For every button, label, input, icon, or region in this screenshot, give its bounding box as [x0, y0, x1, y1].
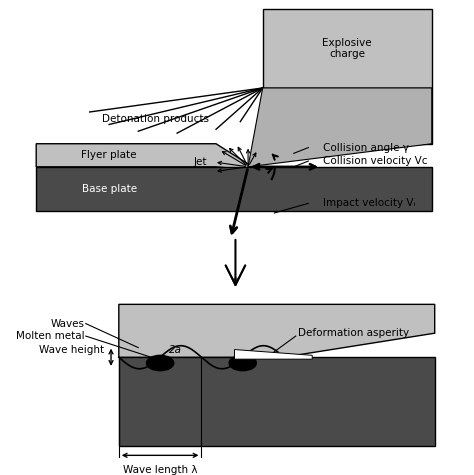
Polygon shape	[36, 167, 432, 211]
Text: Flyer plate: Flyer plate	[82, 150, 137, 160]
Polygon shape	[119, 357, 435, 446]
Polygon shape	[36, 144, 248, 170]
Text: Wave length λ: Wave length λ	[123, 465, 197, 475]
Polygon shape	[248, 88, 432, 167]
Text: Impact velocity Vᵢ: Impact velocity Vᵢ	[323, 199, 415, 209]
Text: Molten metal: Molten metal	[16, 331, 85, 341]
Ellipse shape	[229, 355, 256, 370]
Polygon shape	[235, 350, 312, 359]
Text: Collision velocity Vᴄ: Collision velocity Vᴄ	[323, 156, 428, 166]
Text: Explosive
charge: Explosive charge	[322, 38, 372, 59]
Text: Waves: Waves	[51, 319, 85, 329]
Polygon shape	[263, 88, 432, 144]
Bar	[263, 9, 432, 88]
Text: Collision angle γ: Collision angle γ	[323, 142, 409, 152]
Text: 2a: 2a	[169, 344, 182, 354]
Ellipse shape	[146, 355, 174, 370]
Text: Jet: Jet	[194, 157, 207, 167]
Text: Wave height: Wave height	[39, 344, 107, 354]
Text: Base plate: Base plate	[82, 184, 137, 194]
Text: Deformation asperity: Deformation asperity	[298, 328, 409, 338]
Polygon shape	[119, 304, 435, 357]
Text: Detonation products: Detonation products	[102, 114, 209, 124]
